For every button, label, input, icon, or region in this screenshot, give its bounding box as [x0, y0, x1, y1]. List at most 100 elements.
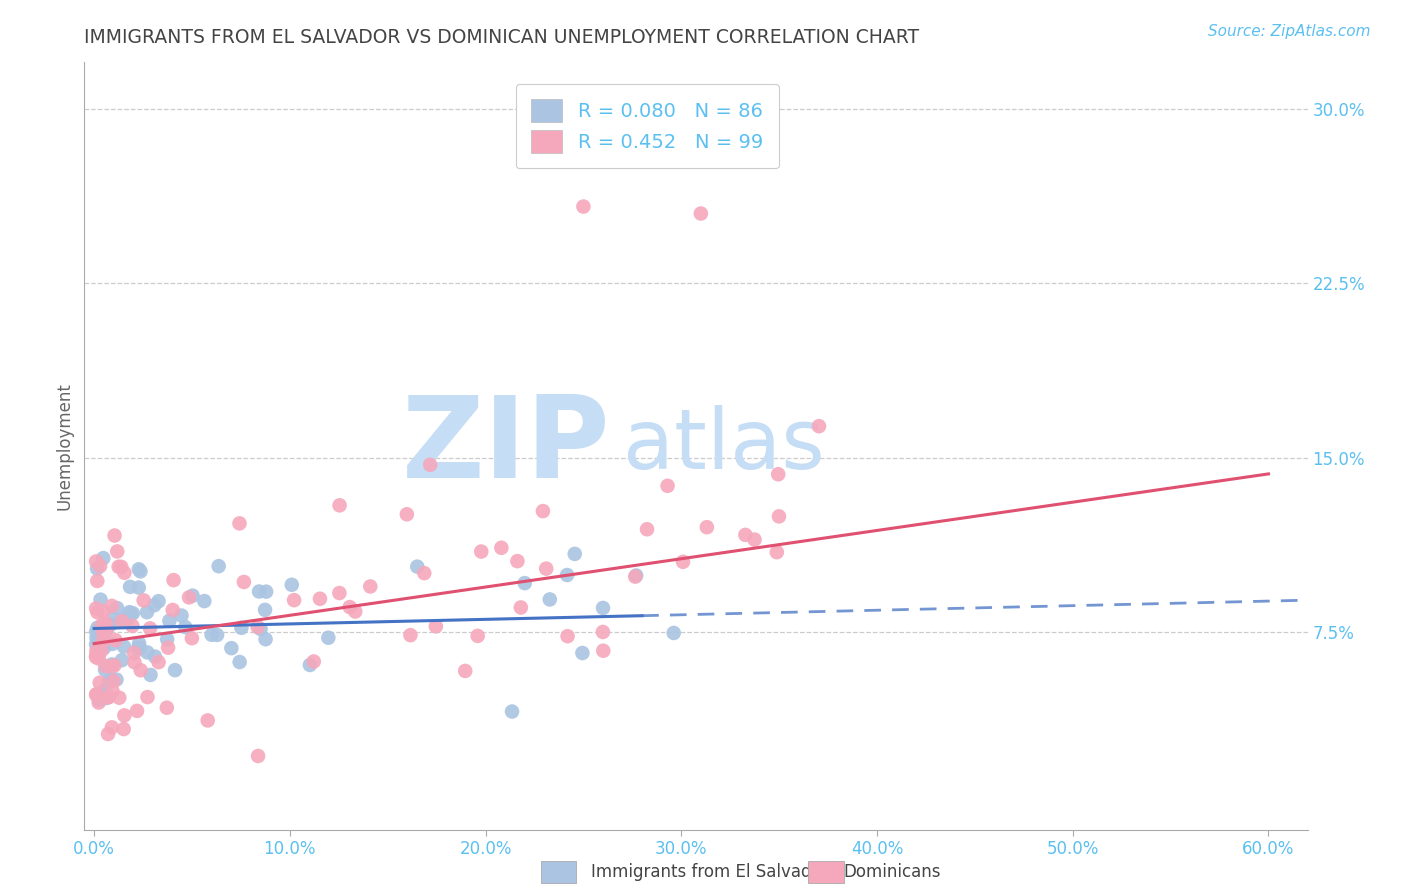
- Text: Immigrants from El Salvador: Immigrants from El Salvador: [591, 863, 828, 881]
- Point: [105, 544, 128, 558]
- Point: [177, 591, 200, 605]
- Point: [101, 599, 124, 613]
- Point: [298, 657, 321, 672]
- Point: [395, 508, 418, 522]
- Point: [157, 640, 180, 655]
- Point: [501, 705, 523, 719]
- Point: [328, 586, 350, 600]
- Point: [170, 608, 193, 623]
- Point: [228, 516, 250, 531]
- Point: [103, 528, 125, 542]
- Point: [513, 576, 536, 591]
- Point: [96, 621, 118, 635]
- Point: [121, 619, 143, 633]
- Point: [111, 614, 134, 628]
- Point: [555, 568, 578, 582]
- Point: [509, 600, 531, 615]
- Text: ZIP: ZIP: [402, 391, 610, 501]
- Point: [128, 636, 150, 650]
- Point: [157, 614, 180, 628]
- Point: [101, 720, 124, 734]
- Point: [125, 704, 148, 718]
- Point: [93, 684, 115, 698]
- Point: [148, 594, 170, 608]
- Point: [807, 419, 830, 434]
- Point: [107, 559, 129, 574]
- Point: [221, 641, 243, 656]
- Point: [143, 599, 166, 613]
- Point: [129, 641, 152, 656]
- Point: [181, 589, 204, 603]
- Point: [318, 631, 340, 645]
- Point: [162, 603, 184, 617]
- Point: [117, 613, 139, 627]
- Point: [91, 551, 114, 566]
- Point: [89, 675, 111, 690]
- Point: [309, 591, 332, 606]
- Point: [247, 749, 270, 764]
- Point: [89, 693, 111, 707]
- Point: [90, 628, 112, 642]
- Point: [112, 640, 135, 654]
- Point: [208, 559, 231, 574]
- Point: [90, 644, 112, 658]
- Point: [84, 688, 107, 702]
- Point: [662, 626, 685, 640]
- Point: [657, 479, 679, 493]
- Point: [84, 601, 107, 615]
- Point: [97, 690, 120, 704]
- Point: [624, 569, 647, 583]
- Point: [454, 664, 477, 678]
- Point: [232, 574, 254, 589]
- Point: [592, 625, 614, 640]
- Point: [734, 528, 756, 542]
- Point: [89, 559, 111, 574]
- Point: [84, 638, 107, 652]
- Point: [97, 727, 120, 741]
- Point: [636, 522, 658, 536]
- Point: [425, 619, 447, 633]
- Point: [283, 593, 305, 607]
- Point: [105, 673, 128, 687]
- Point: [174, 620, 197, 634]
- Point: [139, 668, 162, 682]
- Point: [281, 578, 304, 592]
- Point: [557, 629, 579, 643]
- Point: [162, 573, 184, 587]
- Point: [246, 620, 269, 634]
- Point: [100, 659, 122, 673]
- Point: [122, 646, 145, 660]
- Point: [86, 644, 108, 658]
- Point: [228, 655, 250, 669]
- Point: [624, 568, 647, 582]
- Point: [696, 520, 718, 534]
- Point: [105, 601, 128, 615]
- Point: [132, 593, 155, 607]
- Text: atlas: atlas: [623, 406, 824, 486]
- Point: [254, 603, 277, 617]
- Point: [93, 604, 115, 618]
- Point: [86, 621, 108, 635]
- Text: IMMIGRANTS FROM EL SALVADOR VS DOMINICAN UNEMPLOYMENT CORRELATION CHART: IMMIGRANTS FROM EL SALVADOR VS DOMINICAN…: [84, 28, 920, 47]
- Point: [93, 685, 115, 699]
- Point: [84, 554, 107, 568]
- Text: Source: ZipAtlas.com: Source: ZipAtlas.com: [1208, 24, 1371, 39]
- Point: [90, 618, 112, 632]
- Point: [94, 691, 117, 706]
- Point: [136, 690, 159, 704]
- Point: [329, 499, 352, 513]
- Point: [118, 607, 141, 621]
- Point: [84, 649, 107, 664]
- Point: [87, 696, 110, 710]
- Point: [91, 629, 114, 643]
- Point: [359, 579, 381, 593]
- Point: [100, 617, 122, 632]
- Point: [89, 592, 111, 607]
- Point: [254, 584, 277, 599]
- Point: [766, 467, 789, 482]
- Point: [156, 700, 179, 714]
- Point: [205, 628, 228, 642]
- Point: [118, 605, 141, 619]
- Point: [339, 600, 361, 615]
- Point: [87, 651, 110, 665]
